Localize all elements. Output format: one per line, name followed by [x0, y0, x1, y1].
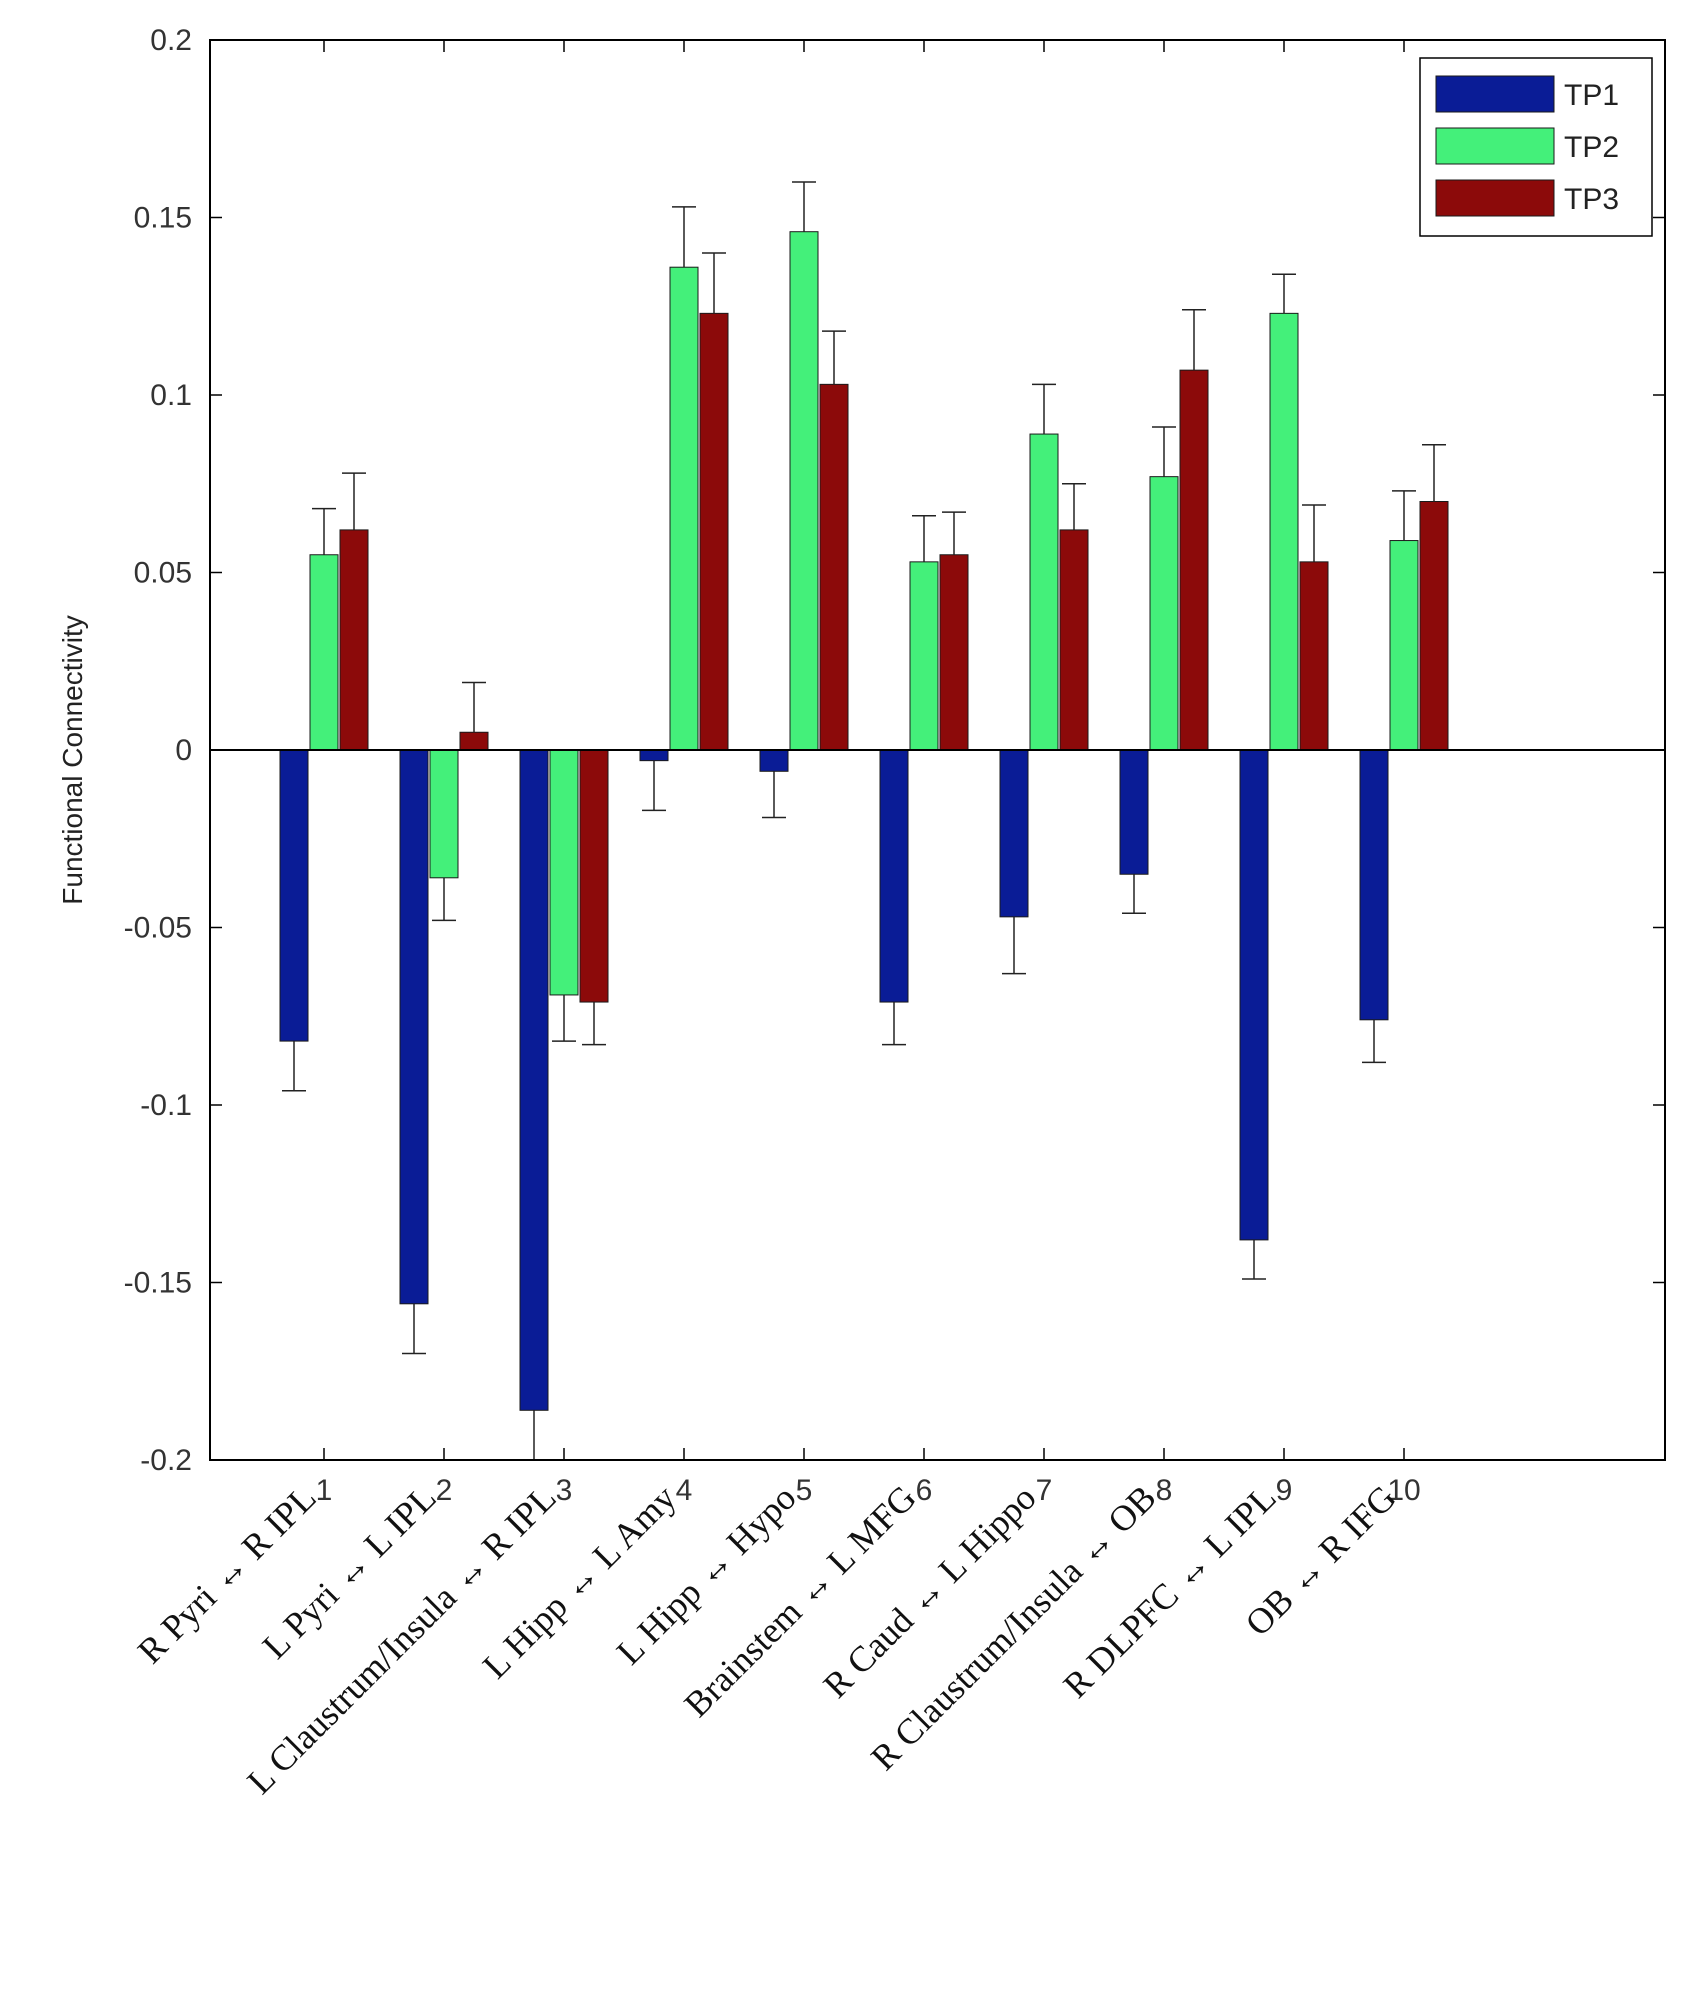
bar-tp3-7: [1059, 529, 1089, 751]
connection-right: R IPL: [467, 1477, 563, 1573]
y-axis-label: Functional Connectivity: [57, 615, 88, 904]
legend: TP1 TP2 TP3: [1419, 57, 1653, 237]
connection-right: L IPL: [350, 1477, 444, 1571]
bar-tp3-8: [1179, 369, 1209, 751]
bar-tp2-6: [909, 561, 939, 751]
bar-tp2-2: [429, 749, 459, 879]
x-tick-label: 4: [676, 1474, 693, 1507]
bar-tp3-1: [339, 529, 369, 751]
bar-tp1-2: [399, 749, 429, 1305]
connection-right: R IFG: [1305, 1477, 1404, 1576]
bar-tp2-8: [1149, 476, 1179, 751]
y-tick-label: -0.2: [140, 1444, 192, 1477]
bar-tp2-3: [549, 749, 579, 996]
connection-left: R Caud: [815, 1594, 927, 1706]
bar-tp1-3: [519, 749, 549, 1411]
bar-tp1-1: [279, 749, 309, 1042]
y-tick-label: 0.05: [134, 557, 192, 590]
y-tick-labels: 0.2 0.15 0.1 0.05 0 -0.05 -0.1 -0.15 -0.2: [124, 24, 192, 1477]
bar-tp1-5: [759, 749, 789, 772]
legend-label-tp2: TP2: [1564, 131, 1619, 164]
y-tick-label: 0.15: [134, 202, 192, 235]
x-tick-labels: 1 2 3 4 5 6 7 8 9 10: [316, 1474, 1421, 1507]
bar-tp3-5: [819, 383, 849, 751]
bar-tp3-6: [939, 554, 969, 751]
bar-tp2-7: [1029, 433, 1059, 751]
y-tick-label: 0.2: [150, 24, 192, 57]
legend-label-tp3: TP3: [1564, 183, 1619, 216]
connection-left: L Hipp: [475, 1580, 582, 1687]
bar-tp1-6: [879, 749, 909, 1003]
y-tick-label: 0.1: [150, 379, 192, 412]
connection-label-6: Brainstem ↔ L MFG: [676, 1477, 923, 1724]
bar-tp1-8: [1119, 749, 1149, 875]
legend-swatch-tp2: [1435, 127, 1555, 165]
bar-tp2-1: [309, 554, 339, 751]
bar-tp1-9: [1239, 749, 1269, 1241]
y-tick-label: -0.05: [124, 912, 192, 945]
connection-right: L MFG: [813, 1477, 924, 1588]
connection-left: L Hipp: [609, 1566, 716, 1673]
bar-tp1-7: [999, 749, 1029, 918]
bar-tp3-3: [579, 749, 609, 1003]
x-tick-label: 3: [556, 1474, 573, 1507]
legend-label-tp1: TP1: [1564, 79, 1619, 112]
connection-left: L Claustrum/Insula: [239, 1571, 470, 1802]
connection-right: R IPL: [227, 1477, 323, 1573]
connection-right: Hypo: [712, 1477, 803, 1568]
connection-label-9: R DLPFC ↔ L IPL: [1055, 1477, 1283, 1705]
bar-tp3-4: [699, 312, 729, 751]
x-tick-label: 5: [796, 1474, 813, 1507]
x-tick-label: 9: [1276, 1474, 1293, 1507]
connection-left: R Claustrum/Insula: [863, 1545, 1096, 1778]
bar-tp2-10: [1389, 540, 1419, 751]
x-tick-label: 2: [436, 1474, 453, 1507]
bars: [279, 231, 1449, 1411]
x-tick-label: 1: [316, 1474, 333, 1507]
error-bars: [282, 181, 1446, 1461]
y-tick-label: -0.15: [124, 1267, 192, 1300]
legend-swatch-tp3: [1435, 179, 1555, 217]
bar-tp3-2: [459, 731, 489, 751]
bar-tp3-9: [1299, 561, 1329, 751]
bar-tp2-9: [1269, 312, 1299, 751]
bar-tp3-10: [1419, 501, 1449, 751]
connection-label-7: R Caud ↔ L Hippo: [815, 1477, 1043, 1705]
x-tick-label: 8: [1156, 1474, 1173, 1507]
y-tick-label: 0: [175, 734, 192, 767]
bar-tp1-4: [639, 749, 669, 762]
bar-tp1-10: [1359, 749, 1389, 1021]
y-tick-label: -0.1: [140, 1089, 192, 1122]
x-tick-label: 10: [1387, 1474, 1420, 1507]
connection-right: L Hippo: [924, 1477, 1043, 1596]
bar-tp2-4: [669, 266, 699, 751]
connection-right: L IPL: [1190, 1477, 1284, 1571]
connection-left: R Pyri: [130, 1571, 230, 1671]
bar-tp2-5: [789, 231, 819, 751]
plot-frame: [209, 39, 1666, 1461]
connection-right: L Amy: [579, 1477, 684, 1582]
x-tick-label: 7: [1036, 1474, 1053, 1507]
legend-swatch-tp1: [1435, 75, 1555, 113]
x-tick-label: 6: [916, 1474, 933, 1507]
